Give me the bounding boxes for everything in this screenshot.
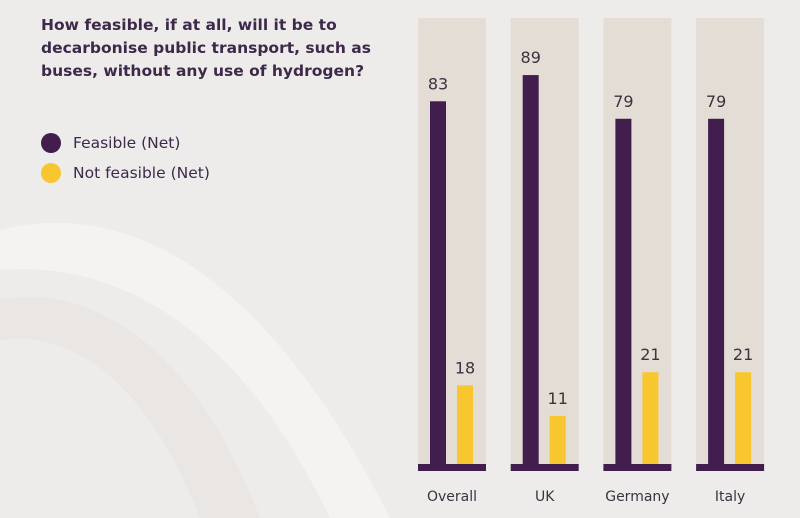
baseline (696, 464, 765, 471)
legend-swatch (41, 163, 61, 183)
category-panel (603, 18, 672, 464)
category-panel (696, 18, 765, 464)
bar-not-feasible (549, 415, 566, 464)
legend-swatch (41, 133, 61, 153)
bar-not-feasible (735, 372, 752, 464)
category-label: Overall (427, 489, 477, 505)
baseline (418, 464, 486, 471)
category-panel (418, 18, 486, 464)
category-panel (510, 18, 579, 464)
data-label: 79 (706, 92, 726, 111)
data-label: 18 (455, 358, 475, 377)
data-label: 79 (613, 92, 633, 111)
baseline (510, 464, 579, 471)
bar-feasible (708, 118, 725, 465)
data-label: 83 (428, 74, 448, 93)
bar-not-feasible (642, 372, 659, 464)
baseline (603, 464, 672, 471)
bar-not-feasible (457, 385, 473, 464)
data-label: 21 (640, 345, 660, 364)
chart-title: How feasible, if at all, will it be to d… (41, 16, 371, 80)
bar-feasible (615, 118, 632, 465)
data-label: 21 (733, 345, 753, 364)
data-label: 11 (548, 389, 568, 408)
category-label: Germany (605, 489, 669, 505)
legend-label: Not feasible (Net) (73, 164, 210, 182)
bar-feasible (522, 75, 539, 464)
data-label: 89 (521, 48, 541, 67)
legend-label: Feasible (Net) (73, 134, 181, 152)
category-label: UK (535, 489, 555, 505)
bar-feasible (430, 101, 446, 464)
category-label: Italy (715, 489, 745, 505)
legend-item-not-feasible: Not feasible (Net) (41, 163, 210, 183)
legend-item-feasible: Feasible (Net) (41, 133, 180, 153)
